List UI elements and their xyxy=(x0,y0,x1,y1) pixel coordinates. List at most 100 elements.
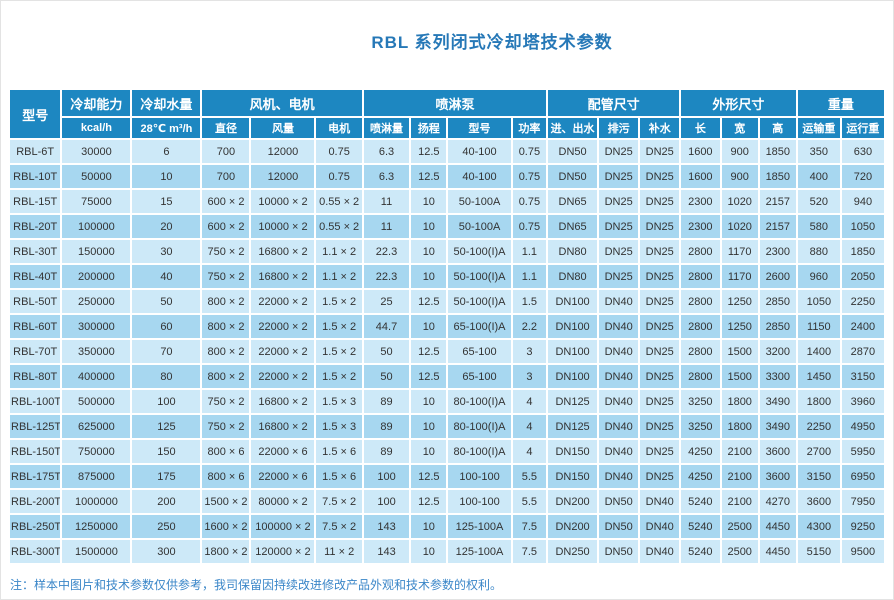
cell-pump-head: 10 xyxy=(411,215,447,238)
cell-pump-power: 0.75 xyxy=(512,165,547,188)
cell-motor: 1.5 × 3 xyxy=(316,390,362,413)
cell-makeup-water: DN25 xyxy=(640,265,680,288)
cell-pump-power: 1.5 xyxy=(512,290,547,313)
cell-operating-weight: 940 xyxy=(841,190,884,213)
table-row-RBL-15T: RBL-15T 75000 15 600 × 2 10000 × 2 0.55 × 2 11… xyxy=(10,190,884,213)
cell-inlet-outlet: DN100 xyxy=(548,315,597,338)
cell-air-volume: 22000 × 6 xyxy=(251,440,315,463)
cell-operating-weight: 6950 xyxy=(841,465,884,488)
cell-spray-volume: 143 xyxy=(363,515,410,538)
cell-inlet-outlet: DN80 xyxy=(548,265,597,288)
cell-motor: 7.5 × 2 xyxy=(316,515,362,538)
cell-drain: DN40 xyxy=(598,440,639,463)
cell-length: 2800 xyxy=(681,290,720,313)
table-row-RBL-100T: RBL-100T 500000 100 750 × 2 16800 × 2 1.5 × 3… xyxy=(10,390,884,413)
cell-cooling-capacity: 200000 xyxy=(62,265,131,288)
cell-fan-diameter: 750 × 2 xyxy=(202,390,250,413)
cell-air-volume: 22000 × 2 xyxy=(251,340,315,363)
table-body: RBL-6T 30000 6 700 12000 0.75 6.3 12.5 40-100 0.7… xyxy=(10,140,884,563)
cell-fan-diameter: 750 × 2 xyxy=(202,240,250,263)
cell-water-flow: 175 xyxy=(132,465,201,488)
cell-length: 1600 xyxy=(681,165,720,188)
cell-fan-diameter: 800 × 2 xyxy=(202,340,250,363)
cell-width: 1170 xyxy=(721,265,758,288)
cell-pump-head: 10 xyxy=(411,515,447,538)
cell-motor: 1.1 × 2 xyxy=(316,240,362,263)
cell-air-volume: 16800 × 2 xyxy=(251,390,315,413)
cell-drain: DN50 xyxy=(598,540,639,563)
table-row-RBL-250T: RBL-250T 1250000 250 1600 × 2 100000 × 2 7.5 … xyxy=(10,515,884,538)
cell-fan-diameter: 700 xyxy=(202,140,250,163)
cell-length: 4250 xyxy=(681,465,720,488)
cell-transport-weight: 1800 xyxy=(797,390,840,413)
cell-pump-model: 50-100A xyxy=(448,190,511,213)
cell-transport-weight: 3150 xyxy=(797,465,840,488)
column-header-fan-diameter: 直径 xyxy=(202,118,250,138)
cell-pump-head: 10 xyxy=(411,390,447,413)
cell-operating-weight: 7950 xyxy=(841,490,884,513)
cell-cooling-capacity: 250000 xyxy=(62,290,131,313)
cell-motor: 1.5 × 6 xyxy=(316,465,362,488)
cell-cooling-capacity: 50000 xyxy=(62,165,131,188)
cell-pump-power: 1.1 xyxy=(512,265,547,288)
cell-water-flow: 150 xyxy=(132,440,201,463)
cell-spray-volume: 50 xyxy=(363,365,410,388)
cell-width: 2100 xyxy=(721,440,758,463)
table-row-RBL-200T: RBL-200T 1000000 200 1500 × 2 80000 × 2 7.5 ×… xyxy=(10,490,884,513)
cell-operating-weight: 5950 xyxy=(841,440,884,463)
column-header-spray-volume: 喷淋量 xyxy=(363,118,410,138)
cell-length: 1600 xyxy=(681,140,720,163)
cell-pump-model: 40-100 xyxy=(448,140,511,163)
cell-motor: 7.5 × 2 xyxy=(316,490,362,513)
cell-motor: 1.5 × 6 xyxy=(316,440,362,463)
column-header-transport-weight: 运输重 xyxy=(797,118,840,138)
cell-pump-model: 65-100 xyxy=(448,365,511,388)
cell-width: 900 xyxy=(721,140,758,163)
cell-model: RBL-20T xyxy=(10,215,61,238)
cell-water-flow: 300 xyxy=(132,540,201,563)
column-group-water-flow: 冷却水量 xyxy=(132,90,201,116)
cell-motor: 11 × 2 xyxy=(316,540,362,563)
cell-operating-weight: 9250 xyxy=(841,515,884,538)
cell-spray-volume: 11 xyxy=(363,190,410,213)
cell-height: 3600 xyxy=(759,440,796,463)
column-header-operating-weight: 运行重 xyxy=(841,118,884,138)
cell-operating-weight: 2870 xyxy=(841,340,884,363)
column-group-cooling-capacity: 冷却能力 xyxy=(62,90,131,116)
column-header-motor: 电机 xyxy=(316,118,362,138)
cell-pump-head: 10 xyxy=(411,415,447,438)
column-group-model: 型号 xyxy=(10,90,61,138)
table-row-RBL-300T: RBL-300T 1500000 300 1800 × 2 120000 × 2 11 ×… xyxy=(10,540,884,563)
cell-pump-power: 0.75 xyxy=(512,190,547,213)
cell-length: 2800 xyxy=(681,315,720,338)
cell-makeup-water: DN25 xyxy=(640,465,680,488)
cell-air-volume: 16800 × 2 xyxy=(251,415,315,438)
cell-pump-head: 12.5 xyxy=(411,340,447,363)
column-group-spray-pump: 喷淋泵 xyxy=(363,90,547,116)
cell-height: 1850 xyxy=(759,165,796,188)
cell-air-volume: 16800 × 2 xyxy=(251,240,315,263)
cell-pump-power: 0.75 xyxy=(512,140,547,163)
cell-length: 5240 xyxy=(681,540,720,563)
cell-length: 2800 xyxy=(681,340,720,363)
cell-makeup-water: DN40 xyxy=(640,515,680,538)
cell-water-flow: 50 xyxy=(132,290,201,313)
cell-operating-weight: 1050 xyxy=(841,215,884,238)
cell-pump-power: 2.2 xyxy=(512,315,547,338)
cell-model: RBL-30T xyxy=(10,240,61,263)
cell-drain: DN25 xyxy=(598,240,639,263)
cell-model: RBL-50T xyxy=(10,290,61,313)
cell-operating-weight: 2250 xyxy=(841,290,884,313)
cell-transport-weight: 520 xyxy=(797,190,840,213)
cell-pump-power: 4 xyxy=(512,390,547,413)
cell-transport-weight: 2700 xyxy=(797,440,840,463)
cell-transport-weight: 350 xyxy=(797,140,840,163)
cell-transport-weight: 1450 xyxy=(797,365,840,388)
cell-height: 2850 xyxy=(759,315,796,338)
cell-pump-model: 80-100(I)A xyxy=(448,415,511,438)
cell-fan-diameter: 800 × 2 xyxy=(202,315,250,338)
cell-model: RBL-175T xyxy=(10,465,61,488)
header-sub-row: kcal/h 28℃ m³/h 直径 风量 电机 喷淋量 扬程 型号 功率 进、出水 排污 补水长宽高… xyxy=(10,118,884,138)
cell-spray-volume: 44.7 xyxy=(363,315,410,338)
cell-model: RBL-60T xyxy=(10,315,61,338)
